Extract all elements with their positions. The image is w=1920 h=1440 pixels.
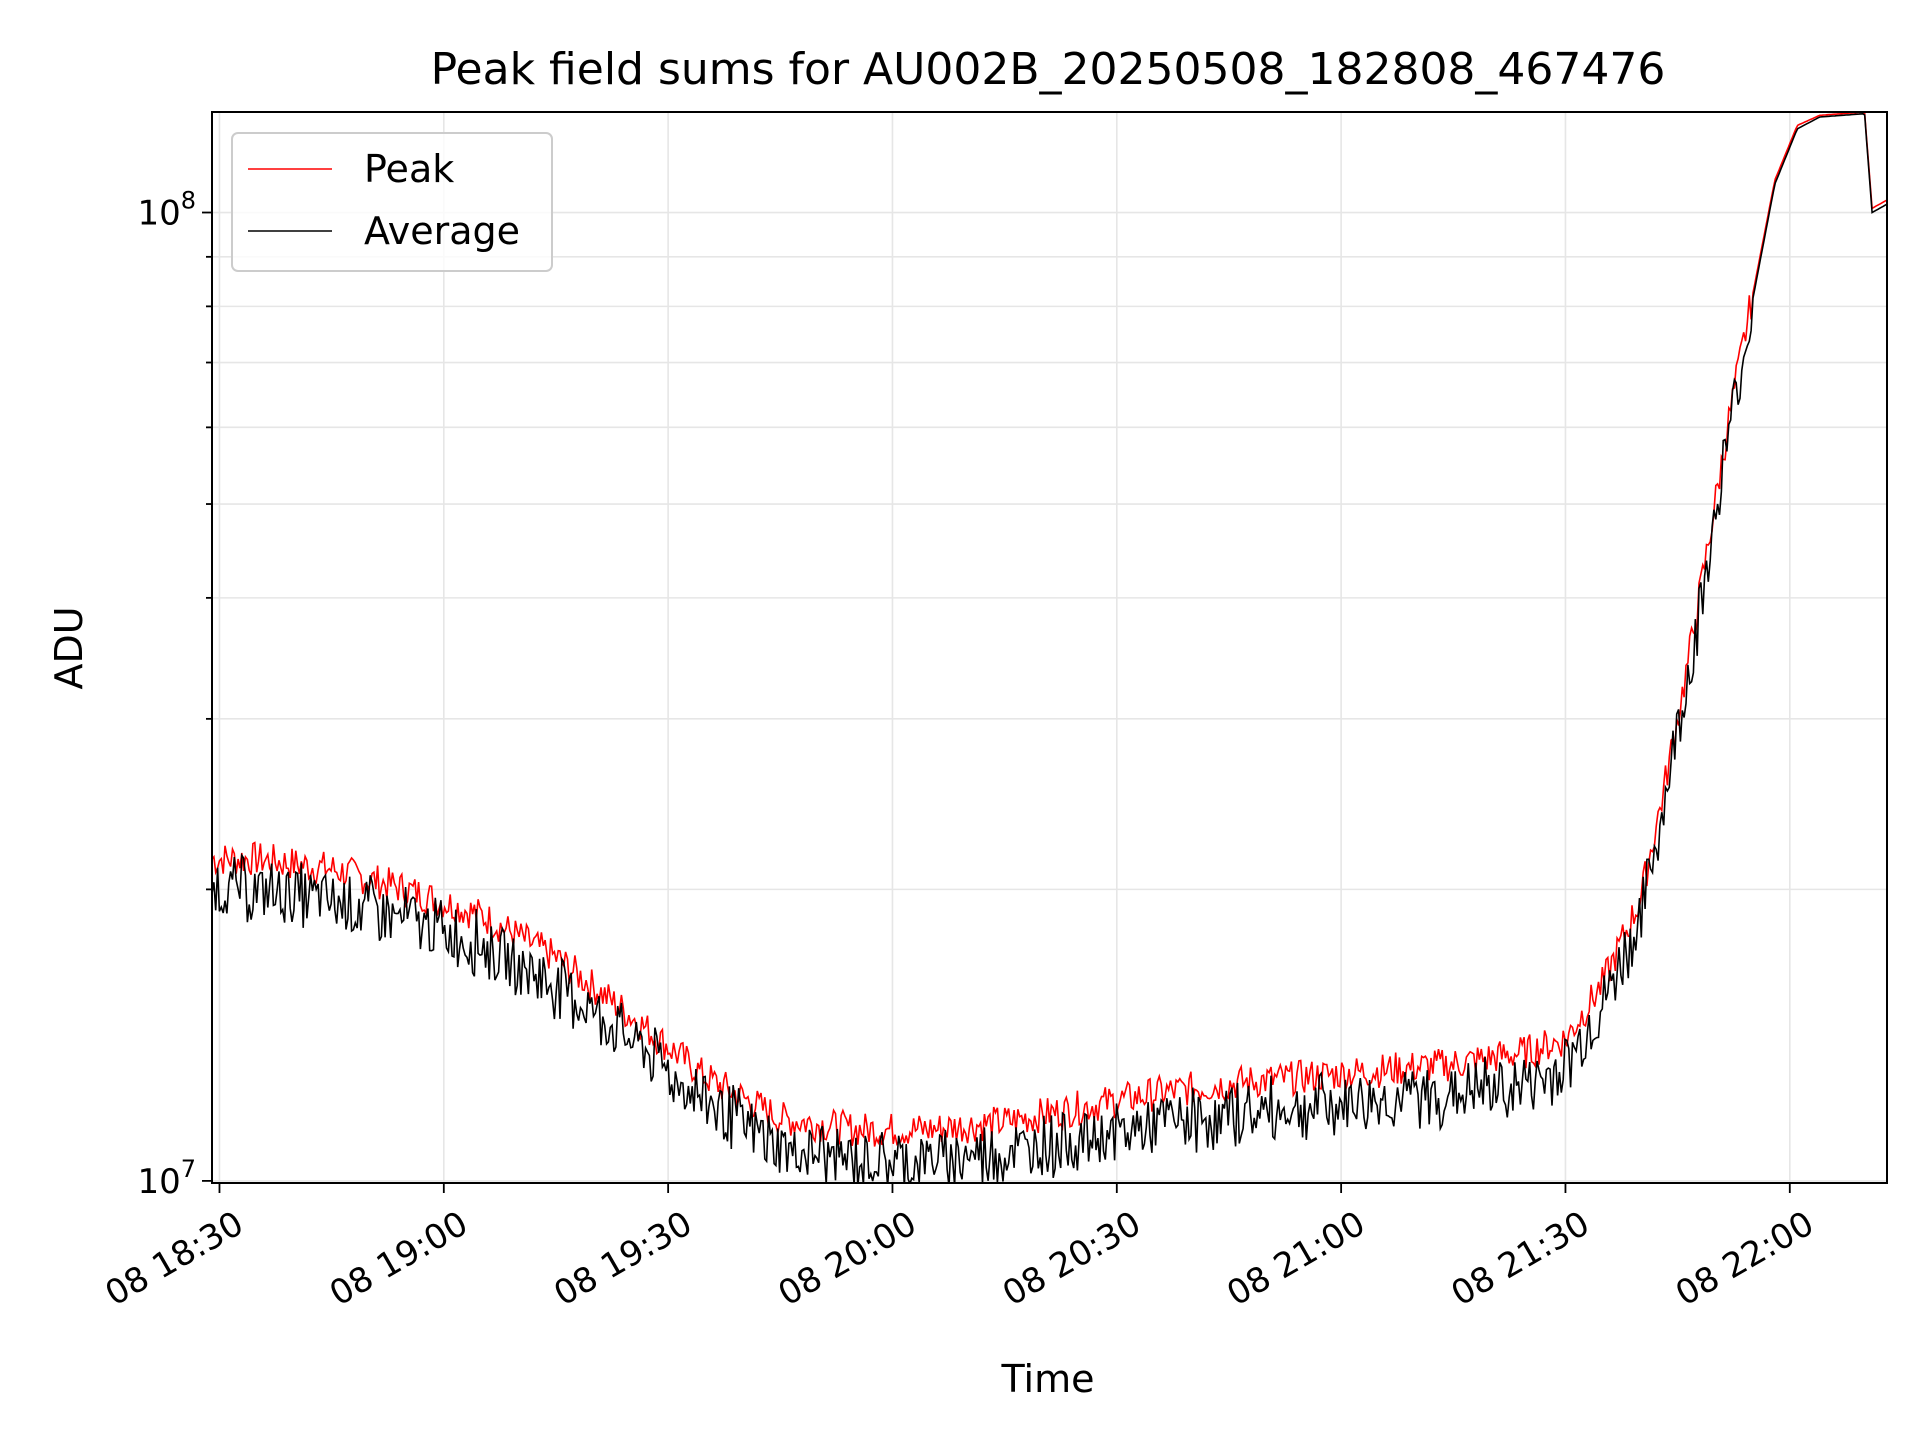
legend-average-label: Average [364, 209, 520, 253]
chart-title: Peak field sums for AU002B_20250508_1828… [431, 44, 1666, 95]
y-tick-label: 107 [137, 1155, 196, 1202]
plot-frame [211, 111, 1888, 1184]
grid [212, 112, 1887, 1183]
legend-peak-label: Peak [364, 147, 454, 191]
y-axis-label: ADU [47, 606, 91, 689]
series-lines [212, 112, 1887, 1183]
legend-box [231, 132, 553, 272]
x-axis-label: Time [1001, 1357, 1095, 1401]
series-line-average [212, 112, 1887, 1183]
y-tick-label: 108 [137, 187, 196, 234]
legend: Peak Average [231, 132, 553, 272]
